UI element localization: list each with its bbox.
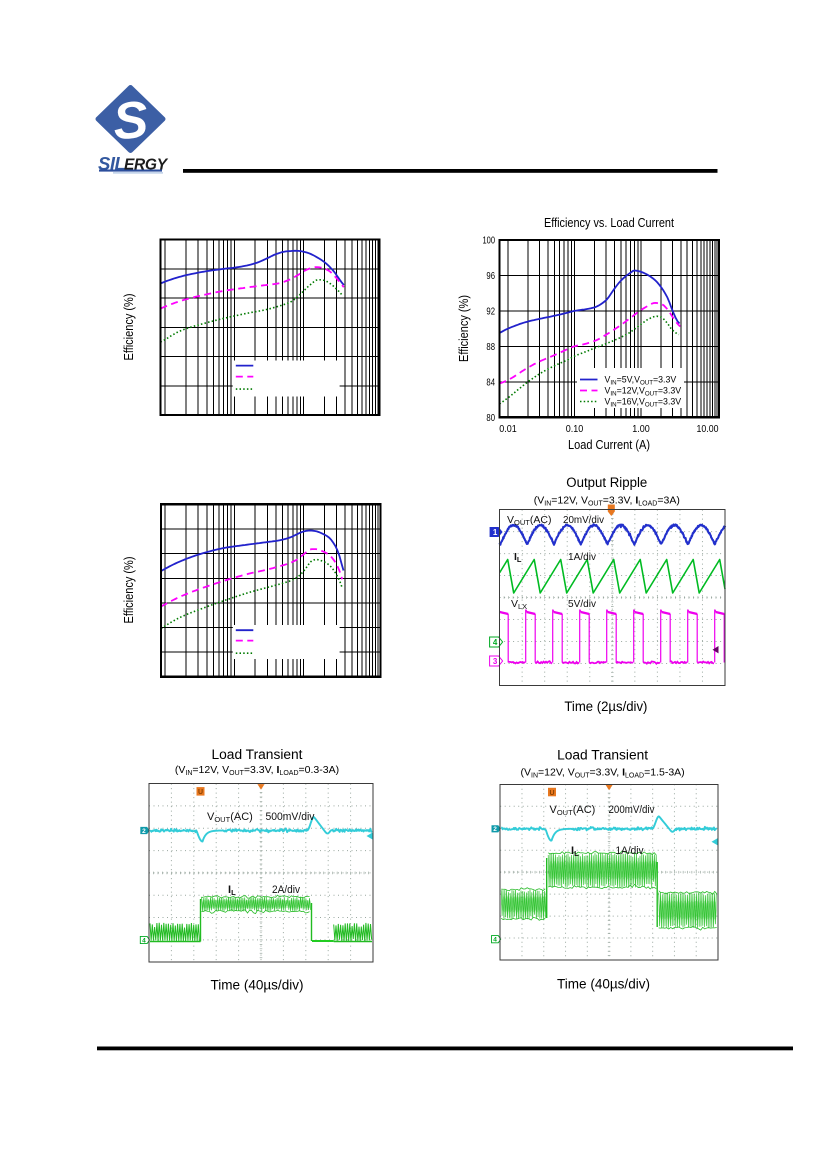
svg-text:Output Ripple: Output Ripple — [566, 475, 647, 490]
svg-text:VIN=12V,VOUT=3.3V: VIN=12V,VOUT=3.3V — [605, 386, 682, 398]
svg-text:20mV/div: 20mV/div — [563, 514, 605, 526]
svg-text:1A/div: 1A/div — [568, 551, 597, 563]
svg-text:2: 2 — [142, 828, 146, 835]
svg-text:0.10: 0.10 — [566, 423, 584, 435]
svg-text:80: 80 — [486, 412, 495, 424]
svg-text:3: 3 — [493, 657, 498, 666]
svg-text:VOUT(AC): VOUT(AC) — [507, 514, 551, 527]
svg-text:2: 2 — [493, 826, 497, 833]
svg-text:VLX: VLX — [511, 598, 527, 611]
svg-text:(VIN=12V, VOUT=3.3V, ILOAD=0.3: (VIN=12V, VOUT=3.3V, ILOAD=0.3-3A) — [175, 764, 339, 777]
svg-text:0.01: 0.01 — [499, 423, 517, 435]
svg-text:SIL: SIL — [98, 153, 125, 174]
svg-text:1.00: 1.00 — [632, 423, 650, 435]
svg-text:Time (2µs/div): Time (2µs/div) — [564, 698, 647, 714]
svg-text:Efficiency (%): Efficiency (%) — [121, 294, 136, 361]
svg-text:IL: IL — [514, 551, 522, 564]
svg-text:Time (40µs/div): Time (40µs/div) — [557, 976, 650, 992]
svg-text:2A/div: 2A/div — [272, 884, 300, 896]
svg-text:84: 84 — [486, 376, 495, 388]
svg-text:VOUT(AC): VOUT(AC) — [550, 804, 596, 817]
svg-text:92: 92 — [486, 306, 495, 318]
svg-text:4: 4 — [493, 937, 497, 944]
svg-text:Time (40µs/div): Time (40µs/div) — [211, 977, 304, 993]
svg-text:IL: IL — [571, 845, 579, 858]
svg-text:96: 96 — [486, 270, 495, 282]
svg-text:U: U — [198, 789, 203, 796]
svg-text:VIN=16V,VOUT=3.3V: VIN=16V,VOUT=3.3V — [605, 397, 682, 409]
svg-text:VOUT(AC): VOUT(AC) — [207, 811, 253, 824]
svg-text:Load Transient: Load Transient — [212, 747, 303, 762]
svg-text:S: S — [111, 91, 151, 152]
svg-text:ERGY: ERGY — [124, 157, 169, 174]
svg-text:Load Transient: Load Transient — [557, 748, 648, 763]
svg-text:200mV/div: 200mV/div — [609, 804, 655, 816]
svg-text:1: 1 — [493, 528, 498, 537]
svg-text:VIN=5V,VOUT=3.3V: VIN=5V,VOUT=3.3V — [605, 375, 677, 387]
svg-text:4: 4 — [142, 937, 146, 944]
svg-text:Efficiency (%): Efficiency (%) — [121, 557, 136, 624]
svg-text:1A/div: 1A/div — [616, 845, 644, 857]
svg-text:10.00: 10.00 — [697, 423, 719, 435]
svg-text:100: 100 — [483, 235, 496, 247]
svg-text:4: 4 — [493, 638, 498, 647]
svg-text:(VIN=12V, VOUT=3.3V, ILOAD=1.5: (VIN=12V, VOUT=3.3V, ILOAD=1.5-3A) — [521, 767, 685, 780]
svg-text:Efficiency vs. Load Current: Efficiency vs. Load Current — [544, 215, 674, 230]
svg-text:Load Current (A): Load Current (A) — [568, 438, 650, 452]
svg-text:IL: IL — [228, 884, 236, 897]
svg-text:5V/div: 5V/div — [568, 598, 597, 610]
svg-text:(VIN=12V, VOUT=3.3V, ILOAD=3A): (VIN=12V, VOUT=3.3V, ILOAD=3A) — [534, 495, 680, 508]
svg-text:Efficiency (%): Efficiency (%) — [456, 295, 471, 362]
svg-text:88: 88 — [486, 341, 495, 353]
svg-text:U: U — [549, 790, 554, 797]
svg-text:500mV/div: 500mV/div — [266, 811, 315, 823]
